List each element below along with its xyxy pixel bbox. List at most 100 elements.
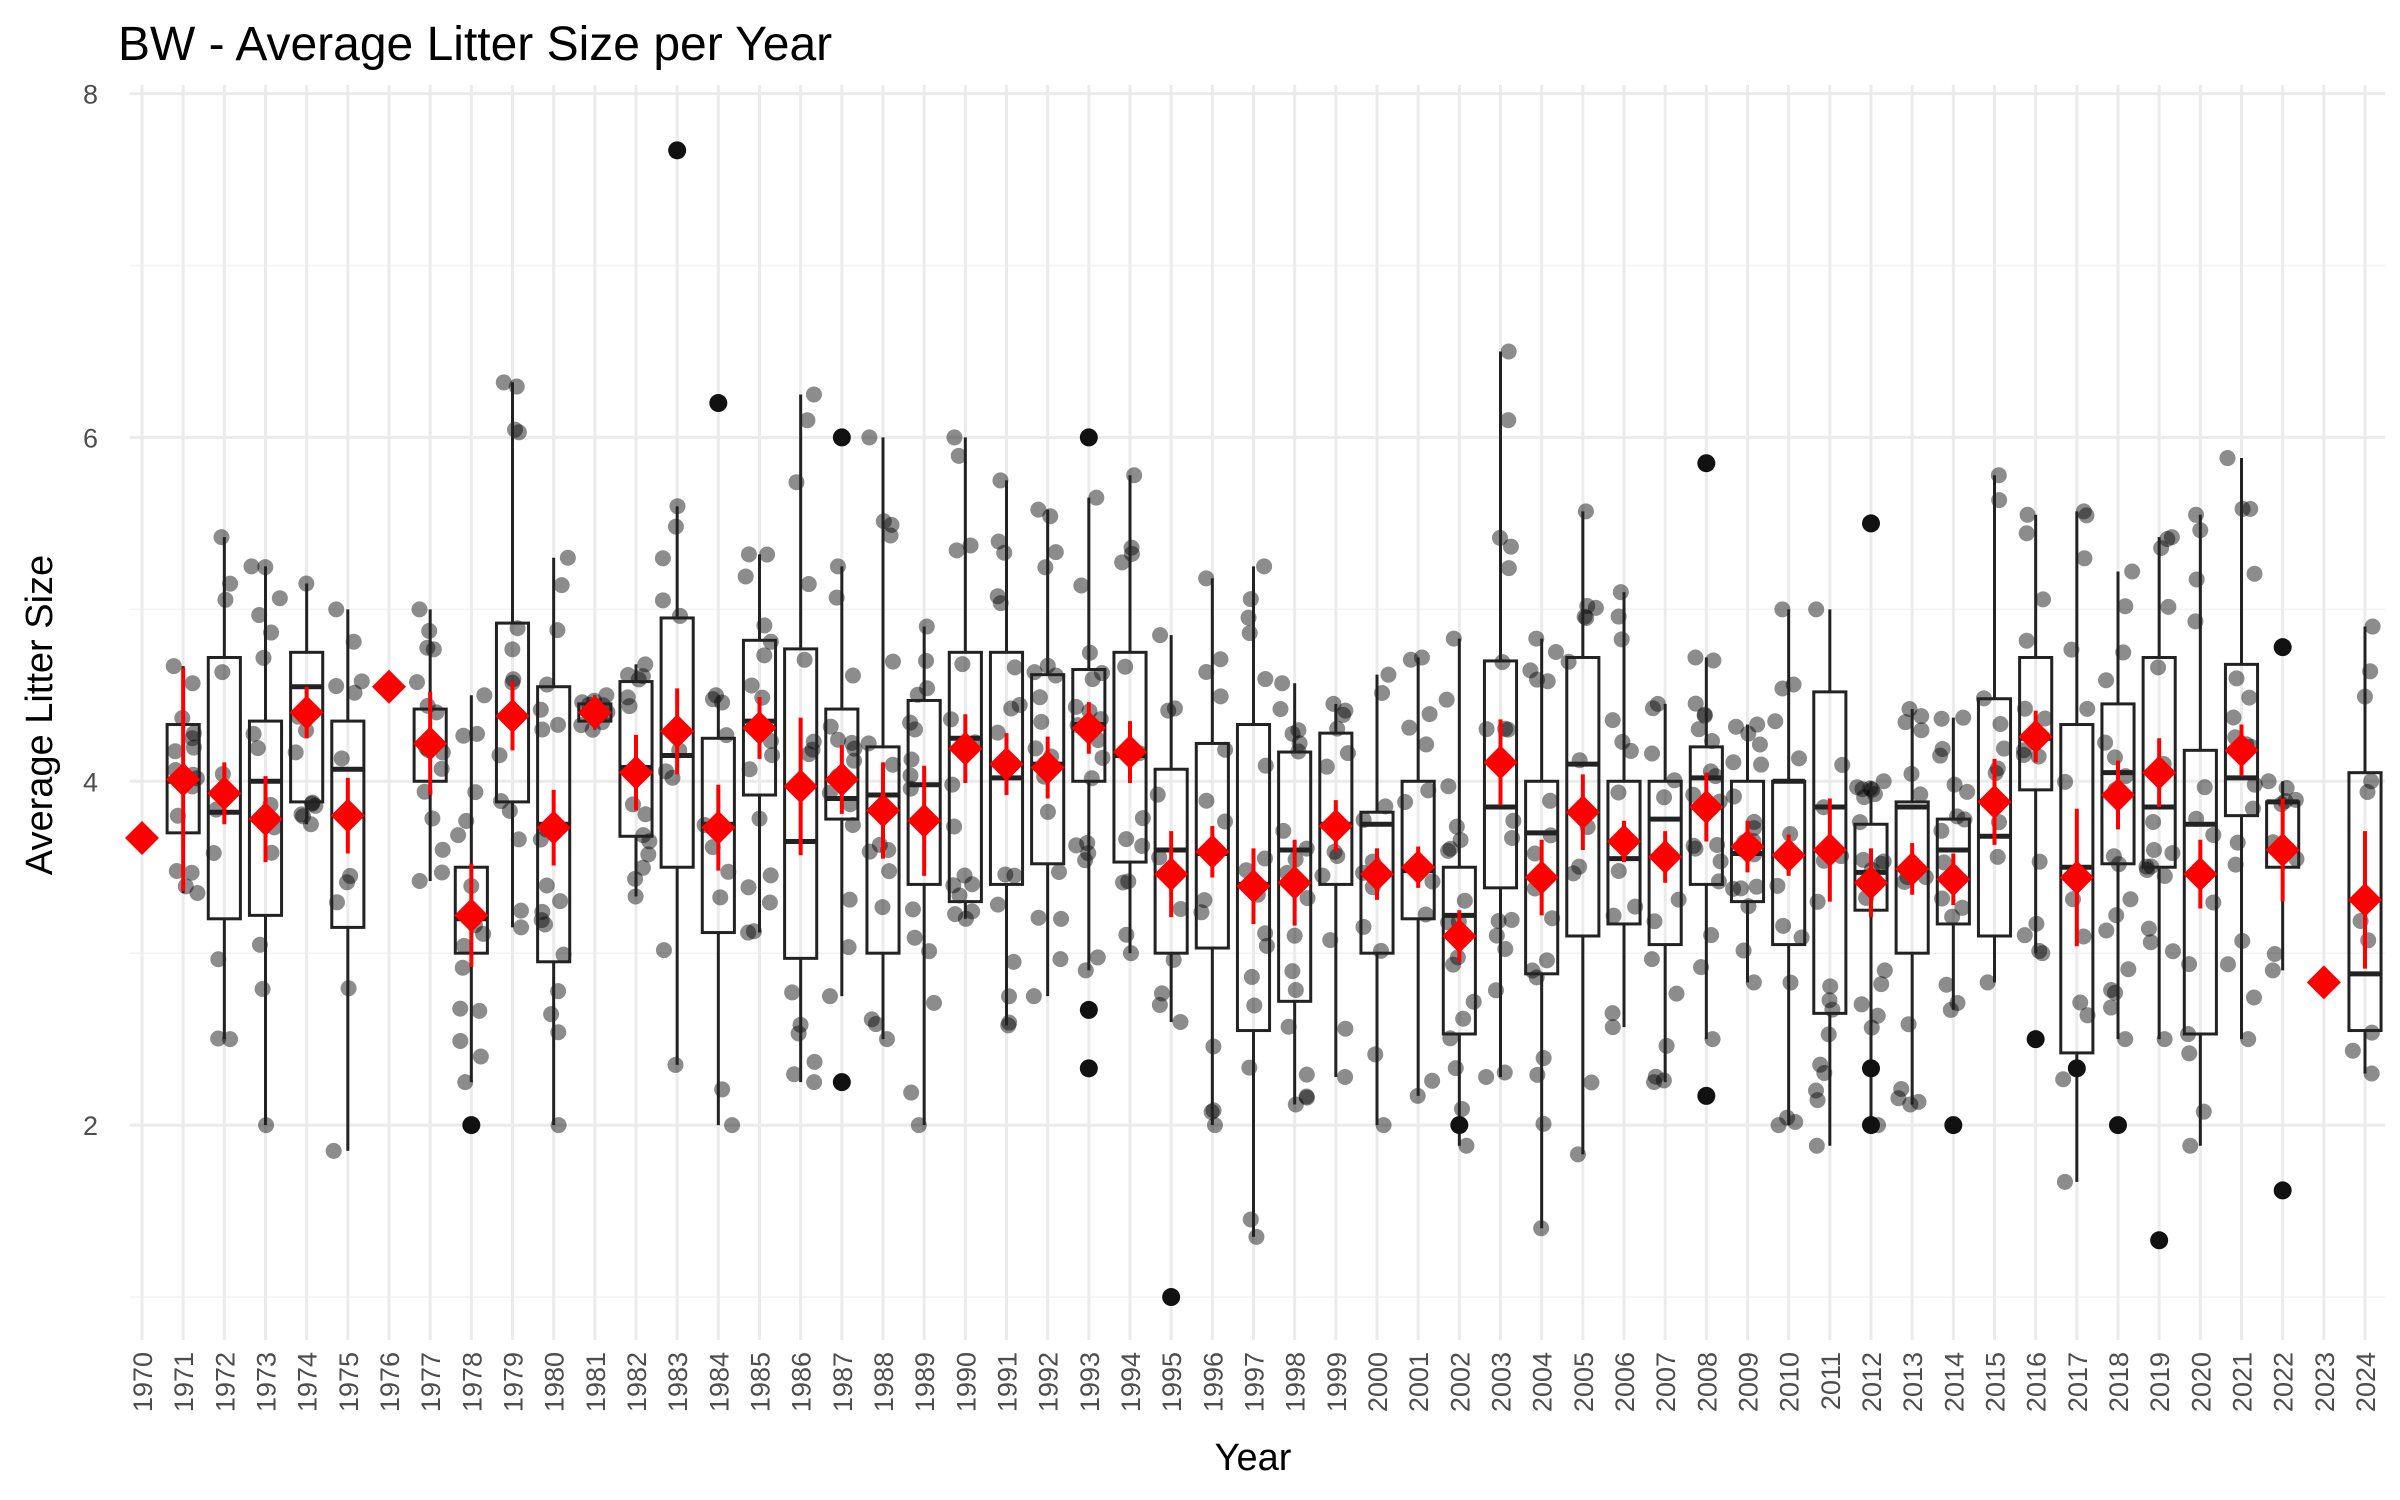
mean-marker bbox=[660, 714, 695, 749]
jitter-point bbox=[433, 864, 450, 881]
jitter-point bbox=[1782, 826, 1799, 843]
jitter-point bbox=[740, 546, 757, 563]
jitter-point bbox=[951, 887, 968, 904]
box-iqr bbox=[1400, 779, 1436, 921]
mean-marker bbox=[1401, 850, 1436, 885]
jitter-point bbox=[450, 827, 467, 844]
box-iqr bbox=[330, 719, 366, 929]
jitter-point bbox=[408, 674, 425, 691]
jitter-point bbox=[1094, 749, 1111, 766]
jitter-point bbox=[1712, 853, 1729, 870]
jitter-point bbox=[1954, 899, 1971, 916]
x-tick-label: 2004 bbox=[1528, 1352, 1558, 1412]
jitter-point bbox=[740, 924, 757, 941]
jitter-point bbox=[1687, 695, 1704, 712]
x-tick-label: 2008 bbox=[1692, 1352, 1722, 1412]
x-tick-label: 1991 bbox=[993, 1352, 1023, 1412]
jitter-point bbox=[821, 988, 838, 1005]
outlier-point bbox=[2273, 638, 2292, 657]
box-iqr bbox=[206, 655, 242, 921]
jitter-point bbox=[1604, 712, 1621, 729]
jitter-point bbox=[1377, 798, 1394, 815]
jitter-point bbox=[1856, 789, 1873, 806]
jitter-point bbox=[1355, 918, 1372, 935]
jitter-point bbox=[1604, 1005, 1621, 1022]
mean-marker bbox=[866, 793, 900, 828]
box-iqr bbox=[1729, 779, 1766, 904]
box-iqr bbox=[1976, 697, 2013, 938]
jitter-point bbox=[740, 879, 757, 896]
jitter-point bbox=[1257, 757, 1274, 774]
jitter-point bbox=[1420, 782, 1437, 799]
jitter-point bbox=[2018, 632, 2035, 649]
jitter-point bbox=[2163, 529, 2180, 546]
jitter-point bbox=[550, 716, 567, 733]
jitter-point bbox=[805, 386, 822, 403]
jitter-point bbox=[1869, 1007, 1886, 1024]
outlier-point bbox=[1079, 428, 1098, 447]
jitter-point bbox=[491, 747, 508, 764]
x-tick-label: 2010 bbox=[1775, 1352, 1805, 1412]
jitter-point bbox=[1955, 709, 1972, 726]
jitter-point bbox=[1787, 1113, 1804, 1130]
outlier-point bbox=[1162, 1288, 1181, 1307]
jitter-point bbox=[1613, 631, 1630, 648]
mean-marker bbox=[1277, 865, 1312, 900]
jitter-point bbox=[1418, 736, 1435, 753]
jitter-point bbox=[1447, 1060, 1464, 1077]
box-iqr bbox=[1194, 741, 1230, 950]
jitter-point bbox=[1298, 1066, 1315, 1083]
box-iqr bbox=[988, 650, 1025, 886]
jitter-point bbox=[1979, 974, 1996, 991]
jitter-point bbox=[1272, 701, 1289, 718]
jitter-point bbox=[2195, 1103, 2212, 1120]
jitter-point bbox=[1134, 810, 1151, 827]
jitter-point bbox=[2075, 503, 2092, 520]
jitter-point bbox=[902, 767, 919, 784]
jitter-point bbox=[2164, 943, 2181, 960]
outlier-point bbox=[1697, 1086, 1716, 1105]
box-iqr bbox=[1647, 779, 1683, 947]
outlier-point bbox=[2150, 1231, 2169, 1250]
mean-marker bbox=[166, 762, 201, 797]
x-tick-label: 2007 bbox=[1651, 1352, 1681, 1412]
jitter-point bbox=[452, 1032, 469, 1049]
jitter-point bbox=[1424, 873, 1441, 890]
jitter-point bbox=[1644, 700, 1661, 717]
outlier-point bbox=[832, 1073, 851, 1092]
jitter-point bbox=[2124, 563, 2141, 580]
jitter-point bbox=[637, 656, 654, 673]
jitter-point bbox=[1535, 1050, 1552, 1067]
jitter-point bbox=[243, 558, 260, 575]
jitter-point bbox=[2160, 598, 2177, 615]
jitter-point bbox=[667, 1056, 684, 1073]
jitter-point bbox=[1373, 942, 1390, 959]
x-tick-label: 2013 bbox=[1898, 1352, 1928, 1412]
mean-marker bbox=[1030, 750, 1065, 785]
outlier-point bbox=[2026, 1030, 2045, 1049]
jitter-point bbox=[992, 472, 1009, 489]
jitter-point bbox=[1030, 909, 1047, 926]
jitter-point bbox=[328, 678, 345, 695]
mean-marker bbox=[1442, 918, 1477, 953]
jitter-point bbox=[1314, 867, 1331, 884]
jitter-point bbox=[737, 568, 754, 585]
outlier-point bbox=[462, 1116, 481, 1135]
jitter-point bbox=[796, 651, 813, 668]
jitter-point bbox=[506, 421, 523, 438]
mean-marker bbox=[536, 810, 571, 845]
jitter-point bbox=[476, 687, 493, 704]
jitter-point bbox=[714, 1081, 731, 1098]
jitter-point bbox=[1196, 892, 1213, 909]
jitter-point bbox=[2140, 920, 2157, 937]
jitter-point bbox=[328, 601, 345, 618]
jitter-point bbox=[906, 929, 923, 946]
jitter-point bbox=[1198, 570, 1215, 587]
jitter-point bbox=[906, 721, 923, 738]
jitter-point bbox=[1959, 783, 1976, 800]
jitter-point bbox=[712, 889, 729, 906]
jitter-point bbox=[210, 1030, 227, 1047]
jitter-point bbox=[452, 1000, 469, 1017]
jitter-point bbox=[620, 667, 637, 684]
mean-marker bbox=[248, 802, 283, 837]
